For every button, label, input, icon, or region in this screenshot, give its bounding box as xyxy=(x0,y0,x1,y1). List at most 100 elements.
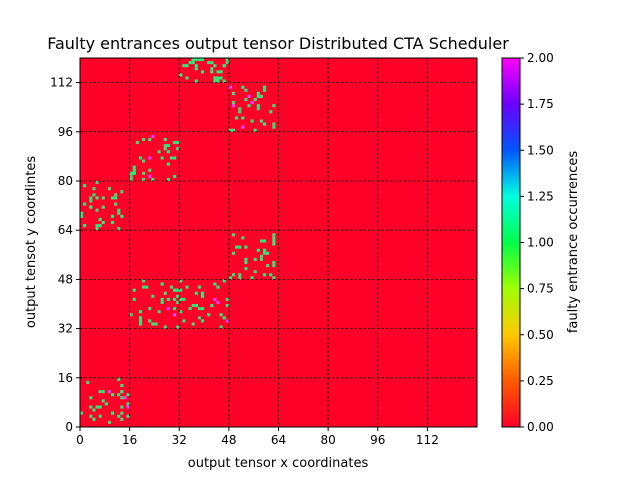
heatmap-cell xyxy=(120,383,124,388)
heatmap-cells xyxy=(80,58,276,424)
heatmap-cell xyxy=(176,147,180,151)
y-tick-label: 64 xyxy=(58,223,73,237)
heatmap-cell xyxy=(185,76,189,80)
heatmap-cell xyxy=(256,94,260,98)
heatmap-cell xyxy=(120,396,124,400)
heatmap-cell xyxy=(262,122,267,126)
heatmap-cell xyxy=(145,285,149,289)
heatmap-cell xyxy=(89,414,93,418)
heatmap-cell xyxy=(166,307,170,311)
heatmap-cell xyxy=(89,405,93,409)
heatmap-cell xyxy=(253,270,257,274)
heatmap-cell xyxy=(111,214,115,218)
heatmap-cell xyxy=(194,79,198,83)
heatmap-cell xyxy=(138,316,143,320)
heatmap-cell xyxy=(253,257,257,261)
heatmap-cell xyxy=(222,64,226,68)
heatmap-cell xyxy=(148,137,152,142)
heatmap-cell xyxy=(138,322,143,326)
heatmap-cell xyxy=(222,79,226,83)
heatmap-cell xyxy=(179,288,183,292)
heatmap-cell xyxy=(191,61,195,65)
heatmap-cell xyxy=(98,390,102,394)
heatmap-cell xyxy=(272,125,276,129)
y-tick-label: 96 xyxy=(58,125,73,139)
heatmap-cell xyxy=(185,285,189,289)
heatmap-cell xyxy=(185,64,189,68)
heatmap-cell xyxy=(250,119,254,123)
heatmap-cell xyxy=(132,297,136,301)
heatmap-cell xyxy=(241,116,245,120)
heatmap-cell xyxy=(117,211,121,215)
heatmap-cell xyxy=(231,104,236,108)
heatmap-cell xyxy=(241,85,245,89)
heatmap-cell xyxy=(176,294,180,298)
heatmap-cell xyxy=(228,85,232,89)
heatmap-cell xyxy=(200,291,205,295)
heatmap-cell xyxy=(132,171,136,175)
heatmap-cell xyxy=(107,187,112,191)
x-tick-label: 48 xyxy=(221,433,236,447)
heatmap-cell xyxy=(142,279,146,283)
heatmap-cell xyxy=(117,227,121,231)
heatmap-cell xyxy=(244,260,248,265)
heatmap-cell xyxy=(225,61,229,65)
heatmap-cell xyxy=(138,319,143,323)
heatmap-cell xyxy=(138,310,143,314)
heatmap-cell xyxy=(95,405,99,409)
heatmap-cell xyxy=(138,156,143,160)
heatmap-cell xyxy=(256,91,260,95)
heatmap-cell xyxy=(89,396,93,400)
heatmap-cell xyxy=(256,248,260,252)
heatmap-cell xyxy=(120,214,124,218)
heatmap-cell xyxy=(157,310,161,314)
heatmap-cell xyxy=(148,168,152,172)
heatmap-cell xyxy=(179,297,183,301)
heatmap-cell xyxy=(92,193,96,197)
colorbar-tick-label: 0.00 xyxy=(527,420,554,434)
heatmap-cell xyxy=(104,402,108,406)
heatmap-cell xyxy=(176,300,180,304)
heatmap-cell xyxy=(126,405,130,409)
heatmap-cell xyxy=(132,288,136,292)
heatmap-cell xyxy=(197,58,201,62)
heatmap-cell xyxy=(126,402,130,406)
heatmap-cell xyxy=(272,242,276,246)
heatmap-cell xyxy=(228,276,232,280)
heatmap-cell xyxy=(231,273,236,277)
heatmap-cell xyxy=(272,260,276,265)
heatmap-cell xyxy=(92,187,96,191)
heatmap-cell xyxy=(148,156,152,160)
heatmap-cell xyxy=(272,276,276,280)
heatmap-cell xyxy=(160,282,164,286)
heatmap-cell xyxy=(238,273,242,277)
heatmap-cell xyxy=(194,58,198,62)
heatmap-cell xyxy=(132,165,136,169)
x-tick-label: 64 xyxy=(271,433,286,447)
x-tick-label: 0 xyxy=(76,433,84,447)
heatmap-cell xyxy=(166,150,170,154)
heatmap-cell xyxy=(98,224,102,228)
heatmap-cell xyxy=(225,304,229,308)
heatmap-cell xyxy=(142,137,146,142)
heatmap-cell xyxy=(235,116,239,120)
heatmap-cell xyxy=(200,58,205,62)
heatmap-cell xyxy=(117,377,121,381)
heatmap-cell xyxy=(219,76,223,80)
heatmap-cell xyxy=(213,76,217,80)
heatmap-cell xyxy=(98,405,102,409)
heatmap-cell xyxy=(114,202,118,206)
heatmap-cell xyxy=(259,254,263,258)
heatmap-cell xyxy=(163,291,167,295)
heatmap-cell xyxy=(101,196,105,200)
heatmap-cell xyxy=(173,297,177,301)
heatmap-cell xyxy=(272,236,276,240)
heatmap-cell xyxy=(126,414,130,418)
heatmap-cell xyxy=(197,316,201,320)
y-axis: 0 16 32 48 64 80 96 112 xyxy=(50,76,80,434)
heatmap-cell xyxy=(151,294,155,298)
heatmap-cell xyxy=(272,233,276,237)
heatmap-cell xyxy=(262,239,267,243)
heatmap-cell xyxy=(259,239,263,243)
